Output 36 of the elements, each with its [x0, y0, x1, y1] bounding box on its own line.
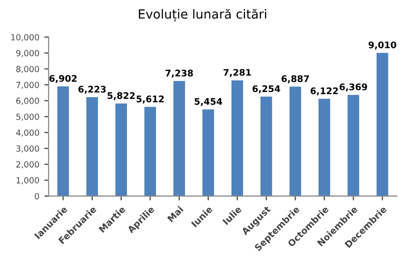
chart-title: Evoluție lunară citări — [138, 8, 266, 22]
y-tick-label: 10,000 — [11, 34, 40, 42]
y-tick-label: 3,000 — [16, 145, 40, 153]
data-label: 9,010 — [368, 41, 396, 50]
y-tick-label: 9,000 — [16, 50, 40, 58]
bar — [260, 96, 272, 196]
bar — [318, 98, 330, 196]
y-tick-label: 5,000 — [16, 114, 40, 121]
y-tick-label: 8,000 — [16, 66, 40, 74]
data-label: 7,281 — [224, 68, 251, 77]
data-label: 6,223 — [78, 86, 106, 94]
bar — [202, 109, 214, 196]
bar — [86, 97, 98, 196]
data-label: 5,454 — [194, 98, 222, 106]
data-label: 5,612 — [136, 96, 164, 104]
data-label: 6,369 — [340, 83, 368, 92]
bar — [231, 80, 244, 196]
bar — [290, 86, 302, 196]
y-tick-label: 7,000 — [16, 82, 40, 89]
data-label: 6,902 — [49, 75, 77, 83]
data-label: 6,254 — [252, 85, 280, 94]
data-label: 6,887 — [282, 75, 309, 84]
data-label: 5,822 — [108, 92, 135, 100]
bar — [115, 104, 127, 196]
y-tick-label: 0 — [34, 193, 40, 200]
y-tick-label: 2,000 — [16, 161, 40, 168]
bar — [348, 94, 360, 196]
y-tick-label: 6,000 — [16, 98, 40, 105]
bar — [144, 106, 156, 196]
data-label: 6,122 — [310, 87, 338, 96]
bar — [376, 52, 388, 196]
y-tick-label: 1,000 — [16, 177, 40, 184]
bar — [57, 86, 69, 196]
bar — [173, 81, 186, 196]
y-tick-label: 4,000 — [16, 129, 40, 137]
data-label: 7,238 — [166, 70, 193, 78]
